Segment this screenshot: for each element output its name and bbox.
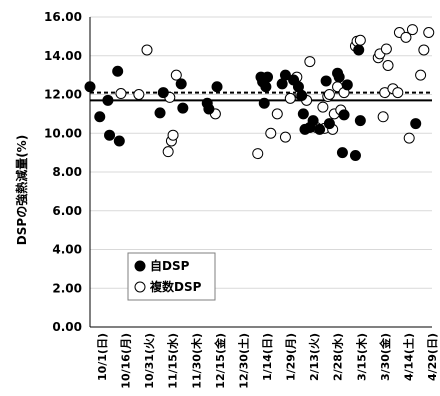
point-multi-dsp (304, 56, 316, 68)
point-multi-dsp (167, 129, 179, 141)
point-self-dsp (354, 115, 366, 127)
point-multi-dsp (170, 69, 182, 81)
y-tick-labels: 0.00 2.00 4.00 6.00 8.00 10.00 12.00 14.00 16.00 (44, 10, 82, 334)
point-self-dsp (333, 71, 345, 83)
point-multi-dsp (406, 24, 418, 36)
point-multi-dsp (382, 59, 394, 71)
point-self-dsp (113, 135, 125, 147)
point-self-dsp (341, 79, 353, 91)
point-self-dsp (349, 150, 361, 162)
point-multi-dsp (265, 127, 277, 139)
point-self-dsp (102, 94, 114, 106)
point-self-dsp (353, 44, 365, 56)
y-tick-label: 4.00 (52, 243, 82, 257)
x-tick-label: 4/29(日) (426, 333, 439, 381)
point-self-dsp (279, 69, 291, 81)
point-multi-dsp (354, 34, 366, 46)
point-multi-dsp (323, 89, 335, 100)
x-tick-label: 4/14(土) (401, 333, 415, 381)
x-tick-label: 3/15(木) (354, 333, 368, 381)
point-self-dsp (211, 81, 223, 93)
point-self-dsp (260, 81, 272, 93)
y-tick-label: 10.00 (44, 126, 82, 140)
point-self-dsp (336, 147, 348, 159)
point-multi-dsp (141, 44, 153, 56)
point-multi-dsp (418, 44, 430, 56)
point-multi-dsp (162, 146, 174, 158)
x-tick-label: 3/30(金) (378, 333, 392, 381)
point-multi-dsp (377, 111, 389, 123)
point-multi-dsp (392, 87, 404, 99)
point-self-dsp (307, 115, 319, 127)
data-points (84, 24, 435, 162)
x-tick-label: 1/14(日) (261, 333, 274, 381)
point-multi-dsp (317, 101, 329, 113)
point-self-dsp (410, 118, 422, 130)
y-tick-label: 8.00 (52, 165, 82, 179)
x-tick-label: 10/31(火) (143, 333, 156, 389)
point-multi-dsp (415, 69, 427, 81)
point-self-dsp (84, 81, 96, 93)
legend: 自DSP 複数DSP (127, 252, 216, 301)
y-tick-label: 12.00 (44, 88, 82, 102)
y-tick-label: 0.00 (52, 320, 82, 334)
point-multi-dsp (403, 132, 415, 144)
legend-box (127, 252, 216, 301)
point-self-dsp (297, 108, 309, 120)
legend-label-multi-dsp: 複数DSP (149, 279, 202, 294)
x-tick-label: 11/15(水) (166, 333, 180, 389)
point-multi-dsp (400, 31, 412, 43)
x-tick-label: 10/16(月) (120, 333, 133, 389)
point-self-dsp (177, 102, 189, 114)
legend-marker-self-dsp (134, 260, 146, 272)
x-tick-label: 2/13(火) (308, 333, 321, 381)
x-tick-label: 1/29(月) (285, 333, 298, 381)
point-self-dsp (157, 87, 169, 99)
point-self-dsp (296, 89, 308, 101)
point-multi-dsp (284, 92, 296, 104)
legend-marker-multi-dsp (134, 281, 146, 293)
x-tick-label: 12/15(金) (213, 333, 227, 389)
point-self-dsp (314, 123, 326, 135)
point-self-dsp (258, 97, 270, 109)
legend-label-self-dsp: 自DSP (150, 258, 190, 273)
point-self-dsp (175, 78, 187, 90)
x-tick-label: 2/28(水) (331, 333, 345, 381)
point-self-dsp (112, 65, 124, 77)
point-multi-dsp (115, 88, 127, 100)
x-tick-label: 11/30(木) (189, 333, 203, 389)
point-self-dsp (104, 129, 116, 141)
point-multi-dsp (279, 131, 291, 143)
point-self-dsp (262, 71, 274, 83)
point-multi-dsp (271, 108, 283, 120)
point-self-dsp (320, 75, 332, 87)
point-self-dsp (338, 109, 350, 121)
point-self-dsp (94, 111, 106, 123)
y-tick-label: 16.00 (44, 10, 82, 24)
x-tick-labels: 10/1(日) 10/16(月) 10/31(火) 11/15(水) 11/30(木) 1… (96, 333, 439, 389)
point-multi-dsp (380, 43, 392, 55)
point-self-dsp (203, 103, 215, 115)
x-tick-label: 10/1(日) (96, 333, 109, 381)
y-tick-label: 14.00 (44, 49, 82, 63)
point-multi-dsp (252, 148, 264, 160)
y-axis-label: DSPの強熱減量(%) (14, 135, 29, 245)
x-tick-label: 12/30(土) (236, 333, 250, 389)
point-multi-dsp (423, 27, 435, 38)
point-self-dsp (154, 107, 166, 119)
point-self-dsp (323, 118, 335, 130)
y-tick-label: 6.00 (52, 204, 82, 218)
y-tick-label: 2.00 (52, 281, 82, 295)
axes (89, 17, 432, 328)
point-multi-dsp (133, 89, 145, 100)
